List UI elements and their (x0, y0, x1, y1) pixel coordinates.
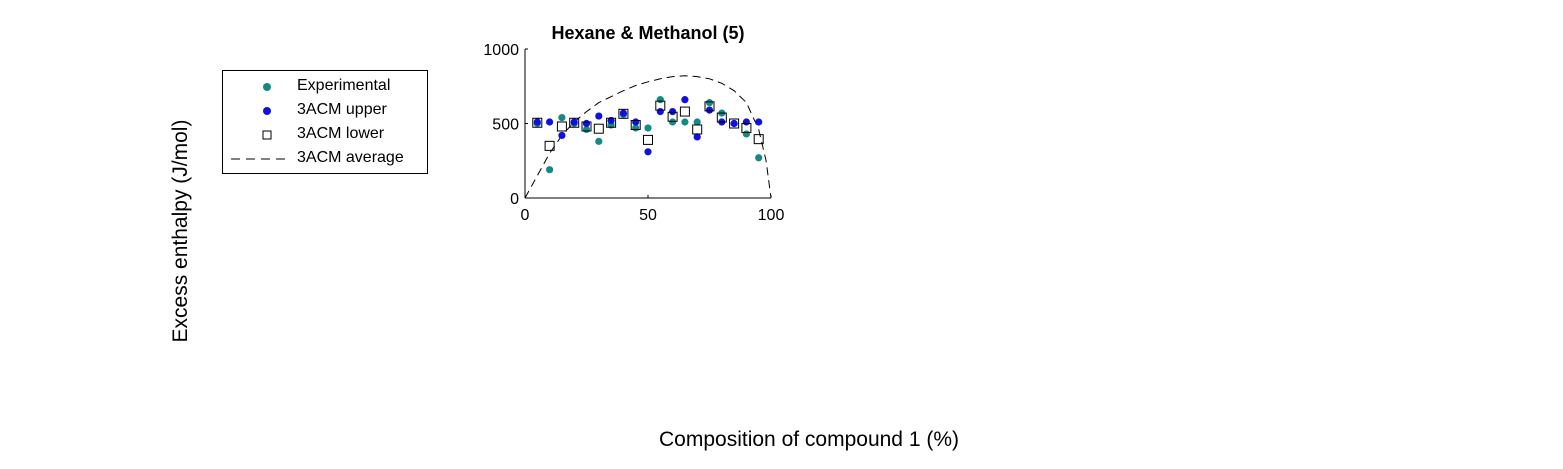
data-point-3acm-upper (582, 119, 591, 128)
data-point-3acm-upper (669, 107, 677, 116)
legend-item-3acm-average: 3ACM average (223, 146, 427, 170)
x-tick-label: 100 (758, 207, 785, 224)
data-point-3acm-lower (606, 117, 617, 128)
legend-label: 3ACM lower (297, 125, 385, 142)
data-point-3acm-upper (693, 133, 701, 141)
data-point-experimental (742, 130, 751, 138)
x-tick-label: 50 (639, 207, 657, 224)
data-point-experimental (693, 118, 701, 126)
data-point-3acm-lower (630, 119, 641, 130)
data-point-3acm-lower (679, 106, 690, 117)
data-point-3acm-upper (570, 118, 578, 126)
data-point-3acm-lower (593, 123, 604, 134)
data-point-3acm-lower (618, 108, 629, 119)
legend-dot-icon (263, 107, 271, 115)
data-point-3acm-upper (742, 118, 751, 126)
x-axis-label: Composition of compound 1 (%) (659, 428, 959, 451)
data-point-3acm-lower (729, 118, 740, 129)
data-point-3acm-lower (716, 112, 727, 123)
legend-item-3acm-lower: 3ACM lower (223, 122, 427, 146)
legend-item-3acm-upper: 3ACM upper (223, 98, 427, 122)
data-point-3acm-lower (692, 124, 703, 135)
data-point-3acm-upper (595, 112, 603, 120)
data-point-3acm-lower (741, 122, 752, 133)
data-point-experimental (656, 96, 664, 104)
data-point-3acm-lower (667, 111, 678, 122)
legend-label: 3ACM average (297, 149, 404, 166)
legend: Experimental 3ACM upper 3ACM lower 3ACM … (222, 70, 428, 174)
data-point-3acm-upper (656, 107, 664, 116)
data-point-experimental (669, 118, 677, 126)
data-point-experimental (681, 118, 689, 126)
plot-marks (524, 75, 772, 199)
y-tick-label: 500 (492, 117, 519, 134)
data-point-experimental (558, 113, 566, 122)
data-point-3acm-upper (558, 131, 566, 140)
legend-dot-icon (263, 83, 271, 91)
data-point-3acm-lower (581, 121, 592, 132)
data-point-experimental (644, 124, 652, 132)
data-point-3acm-lower (556, 121, 567, 132)
data-point-3acm-upper (705, 106, 714, 114)
data-point-3acm-lower (704, 101, 715, 112)
data-point-3acm-upper (546, 118, 554, 126)
data-point-3acm-lower (643, 134, 653, 145)
data-point-3acm-lower (532, 117, 543, 128)
chart-title: Hexane & Methanol (5) (551, 23, 744, 43)
data-point-3acm-upper (619, 109, 628, 117)
data-point-experimental (755, 154, 763, 162)
legend-label: 3ACM upper (297, 101, 387, 118)
data-point-3acm-lower (655, 100, 666, 111)
data-point-experimental (595, 137, 603, 145)
legend-item-experimental: Experimental (223, 74, 427, 98)
data-point-3acm-lower (569, 117, 580, 128)
data-point-3acm-lower (753, 134, 764, 145)
data-point-3acm-upper (681, 96, 689, 104)
y-axis-label: Excess enthalpy (J/mol) (169, 119, 192, 343)
y-tick-label: 0 (510, 191, 519, 208)
series-line-3acm-average (524, 75, 772, 199)
data-point-3acm-upper (632, 118, 640, 126)
data-point-3acm-lower (544, 140, 555, 151)
legend-label: Experimental (297, 77, 391, 94)
x-tick-label: 0 (521, 207, 530, 224)
data-point-3acm-upper (644, 148, 652, 156)
legend-dashed-line-icon (231, 158, 289, 160)
data-point-3acm-upper (730, 119, 738, 128)
data-point-experimental (546, 166, 554, 174)
data-point-3acm-upper (755, 118, 763, 126)
y-tick-label: 1000 (483, 42, 519, 59)
legend-square-icon (262, 130, 272, 140)
data-point-3acm-upper (533, 118, 541, 126)
data-point-experimental (705, 99, 714, 107)
